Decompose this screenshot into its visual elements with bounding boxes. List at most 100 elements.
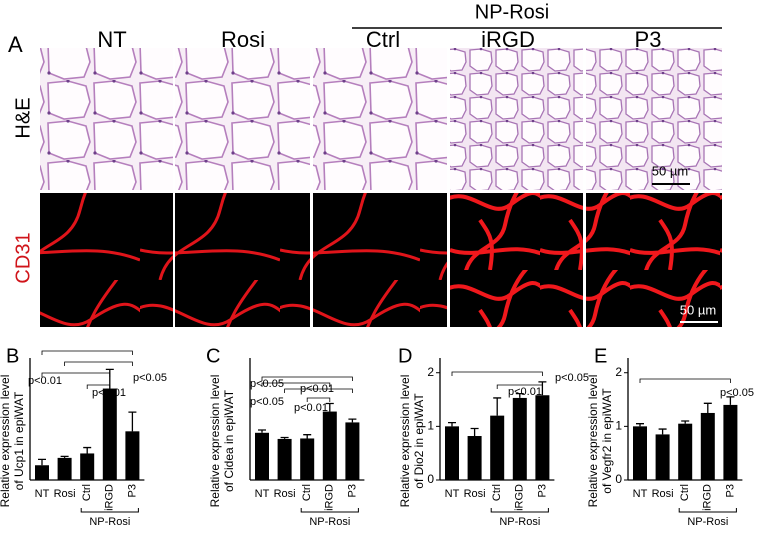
- y-tick-label: 0: [427, 472, 434, 486]
- error-bar: [726, 396, 735, 405]
- y-axis-label: Relative expression level: [208, 375, 222, 508]
- bar: [57, 457, 72, 480]
- significance-bracket: [261, 376, 353, 381]
- error-bar: [348, 418, 357, 423]
- y-axis-label: of Ucp1 in epiWAT: [12, 391, 26, 490]
- column-header: NT: [97, 27, 126, 52]
- bar: [490, 415, 505, 480]
- x-tick-label: Ctrl: [81, 484, 93, 501]
- y-axis-label: Relative expression level: [398, 375, 412, 508]
- x-tick-label: P3: [536, 484, 548, 497]
- bar: [345, 422, 360, 480]
- bar: [125, 431, 140, 480]
- cd31-image: [450, 193, 583, 327]
- scale-bar-label: 50 µm: [680, 302, 716, 317]
- x-tick-label: Ctrl: [301, 484, 313, 501]
- group-label: NP-Rosi: [89, 516, 130, 528]
- error-bar: [280, 436, 289, 439]
- scale-bar-label: 50 µm: [652, 163, 688, 178]
- y-axis-label: of Vegfr2 in epiWAT: [600, 388, 614, 494]
- error-bar: [128, 411, 137, 432]
- error-bar: [303, 434, 312, 439]
- significance-bracket: [639, 378, 731, 383]
- x-tick-label: NT: [35, 488, 50, 500]
- bar: [535, 395, 550, 480]
- y-axis-label: of Cidea in epiWAT: [222, 389, 236, 492]
- error-bar: [636, 423, 644, 427]
- x-tick-label: iRGD: [104, 484, 116, 511]
- group-label: NP-Rosi: [499, 516, 540, 528]
- bar: [512, 397, 527, 480]
- group-bracket: [490, 508, 549, 513]
- y-tick-label: 2: [427, 365, 434, 379]
- y-tick-label: 0: [615, 472, 622, 486]
- significance-bracket: [64, 361, 133, 366]
- error-bar: [60, 455, 69, 458]
- he-image: [586, 48, 722, 190]
- cd31-image: [313, 193, 447, 327]
- y-tick-label: 1: [615, 419, 622, 433]
- significance-bracket: [86, 384, 111, 389]
- x-tick-label: NT: [255, 488, 270, 500]
- x-tick-label: iRGD: [514, 484, 526, 511]
- bar: [255, 432, 269, 480]
- x-tick-label: Rosi: [54, 488, 76, 500]
- error-bar: [703, 402, 712, 413]
- bar: [35, 465, 49, 480]
- y-tick-label: 1: [427, 419, 434, 433]
- bar: [700, 412, 715, 480]
- error-bar: [258, 429, 266, 433]
- bar: [723, 404, 738, 480]
- x-tick-label: Rosi: [274, 488, 296, 500]
- x-tick-label: iRGD: [324, 484, 336, 511]
- x-tick-label: Rosi: [652, 488, 674, 500]
- he-image: [40, 48, 173, 190]
- significance-bracket: [451, 371, 543, 376]
- significance-bracket: [41, 372, 111, 377]
- annotation: p<0.01: [294, 402, 328, 414]
- group-bracket: [80, 508, 139, 513]
- annotation: p<0.05: [720, 387, 754, 399]
- he-image: [175, 48, 310, 190]
- annotation: p<0.05: [250, 378, 284, 390]
- y-axis-label: Relative expression level: [586, 375, 600, 508]
- he-image: [450, 48, 583, 190]
- error-bar: [681, 420, 690, 424]
- error-bar: [493, 397, 502, 416]
- error-bar: [658, 428, 667, 435]
- bar: [80, 453, 95, 480]
- annotation: p<0.05: [250, 396, 284, 408]
- y-tick-label: 2: [615, 365, 622, 379]
- annotation: p<0.01: [28, 375, 62, 387]
- panel-label: A: [8, 32, 23, 57]
- annotation: p<0.05: [555, 372, 589, 384]
- significance-bracket: [306, 397, 331, 402]
- he-image: [313, 48, 447, 190]
- annotation: p<0.05: [133, 372, 167, 384]
- y-axis-label: Relative expression level: [0, 375, 12, 508]
- panel-label: B: [6, 345, 19, 367]
- column-header: Ctrl: [366, 27, 400, 52]
- cd31-image: [175, 193, 310, 327]
- bar: [445, 426, 459, 480]
- group-bracket: [300, 508, 359, 513]
- significance-bracket: [284, 388, 353, 393]
- cd31-image: [40, 193, 173, 327]
- error-bar: [515, 392, 524, 398]
- cd31-image: [586, 193, 722, 327]
- significance-bracket: [41, 350, 133, 355]
- x-tick-label: Ctrl: [679, 484, 691, 501]
- bar: [655, 434, 670, 480]
- error-bar: [83, 446, 92, 454]
- annotation: p<0.01: [300, 383, 334, 395]
- annotation: p<0.01: [92, 387, 126, 399]
- x-tick-label: Ctrl: [491, 484, 503, 501]
- x-tick-label: P3: [346, 484, 358, 497]
- bar: [102, 388, 117, 480]
- error-bar: [38, 458, 46, 466]
- annotation: p<0.01: [508, 386, 542, 398]
- bar: [467, 436, 482, 480]
- column-header: Rosi: [221, 27, 265, 52]
- column-header: iRGD: [481, 27, 535, 52]
